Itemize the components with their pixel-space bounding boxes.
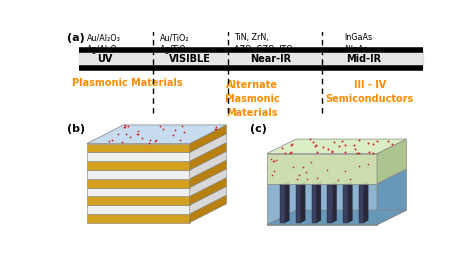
Polygon shape [332, 181, 337, 223]
Polygon shape [359, 184, 364, 223]
Polygon shape [87, 196, 190, 205]
Polygon shape [267, 184, 377, 225]
Text: (c): (c) [250, 124, 267, 134]
Polygon shape [301, 181, 305, 223]
Polygon shape [190, 186, 227, 214]
Polygon shape [87, 188, 190, 196]
Polygon shape [377, 139, 406, 184]
Polygon shape [190, 143, 227, 170]
Polygon shape [296, 184, 301, 223]
Polygon shape [87, 170, 190, 179]
Polygon shape [267, 210, 406, 225]
Polygon shape [87, 144, 190, 152]
Polygon shape [87, 152, 190, 161]
Text: VISIBLE: VISIBLE [169, 54, 210, 64]
Polygon shape [190, 195, 227, 223]
Polygon shape [348, 181, 353, 223]
Text: InGaAs
AlInAs: InGaAs AlInAs [344, 33, 372, 54]
Polygon shape [267, 154, 377, 184]
Polygon shape [190, 169, 227, 196]
Polygon shape [311, 184, 317, 223]
Text: TiN, ZrN,
AZO, GZO, ITO: TiN, ZrN, AZO, GZO, ITO [234, 33, 292, 54]
Polygon shape [267, 139, 406, 154]
Polygon shape [87, 214, 190, 223]
Polygon shape [87, 179, 190, 188]
Polygon shape [190, 151, 227, 179]
Polygon shape [87, 125, 227, 144]
Text: Alternate
Plasmonic
Materials: Alternate Plasmonic Materials [224, 80, 280, 118]
Polygon shape [87, 161, 190, 170]
Polygon shape [190, 178, 227, 205]
Polygon shape [327, 184, 332, 223]
Polygon shape [190, 125, 227, 152]
Text: Mid-IR: Mid-IR [346, 54, 382, 64]
Text: (a): (a) [66, 33, 84, 43]
Polygon shape [87, 205, 190, 214]
Polygon shape [377, 169, 406, 225]
Polygon shape [285, 181, 290, 223]
Polygon shape [190, 134, 227, 161]
Text: Near-IR: Near-IR [250, 54, 291, 64]
Polygon shape [317, 181, 321, 223]
Text: UV: UV [98, 54, 113, 64]
Polygon shape [280, 184, 285, 223]
Polygon shape [343, 184, 348, 223]
Polygon shape [364, 181, 368, 223]
Text: Au/TiO₂
Ag/TiO₂: Au/TiO₂ Ag/TiO₂ [160, 33, 190, 54]
Text: Au/Al₂O₃
Ag/Al₂O₃: Au/Al₂O₃ Ag/Al₂O₃ [87, 33, 121, 54]
Text: Plasmonic Materials: Plasmonic Materials [72, 78, 182, 88]
Text: (b): (b) [66, 124, 85, 134]
Polygon shape [190, 160, 227, 188]
Text: III - IV
Semiconductors: III - IV Semiconductors [326, 80, 414, 104]
